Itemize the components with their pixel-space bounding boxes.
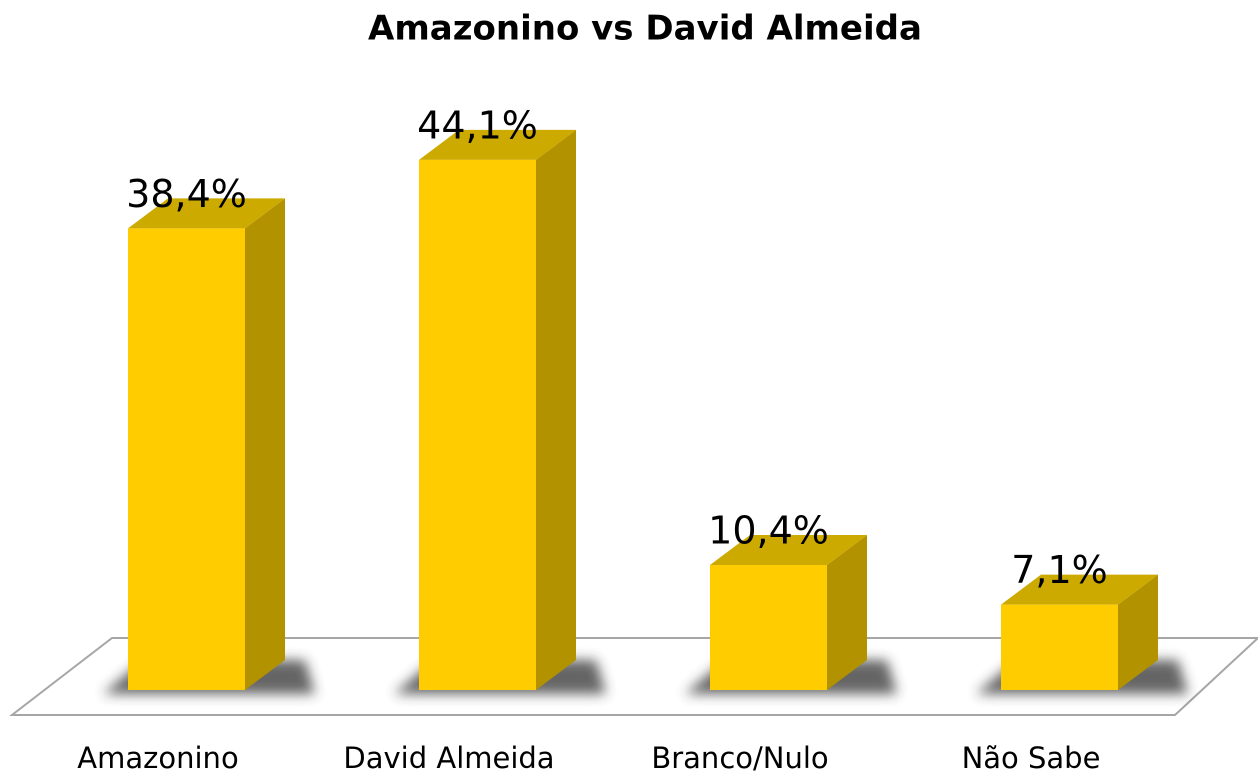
chart-title: Amazonino vs David Almeida [368, 9, 922, 49]
data-label: 7,1% [1011, 548, 1108, 592]
bar [710, 564, 827, 690]
bar-side [536, 129, 576, 691]
x-tick-label: Branco/Nulo [651, 741, 828, 775]
bar-top [1001, 574, 1158, 605]
data-label: 10,4% [708, 508, 829, 552]
data-label: 44,1% [417, 103, 538, 147]
bar-side [1118, 574, 1158, 690]
bar [419, 159, 536, 691]
bar [128, 228, 245, 690]
floor [9, 637, 1258, 716]
x-tick-label: David Almeida [343, 741, 554, 775]
x-tick-label: Não Sabe [962, 741, 1101, 775]
bar-side [827, 534, 867, 690]
bar-top [128, 198, 285, 229]
x-tick-label: Amazonino [77, 741, 238, 775]
bar-top [419, 129, 576, 160]
bars: 38,4% Amazonino 44,1% David Almeida 10,4% Bra… [77, 103, 1188, 775]
bar-side [245, 198, 285, 690]
bar [1001, 604, 1118, 690]
data-label: 38,4% [126, 172, 247, 216]
bar-top [710, 534, 867, 565]
